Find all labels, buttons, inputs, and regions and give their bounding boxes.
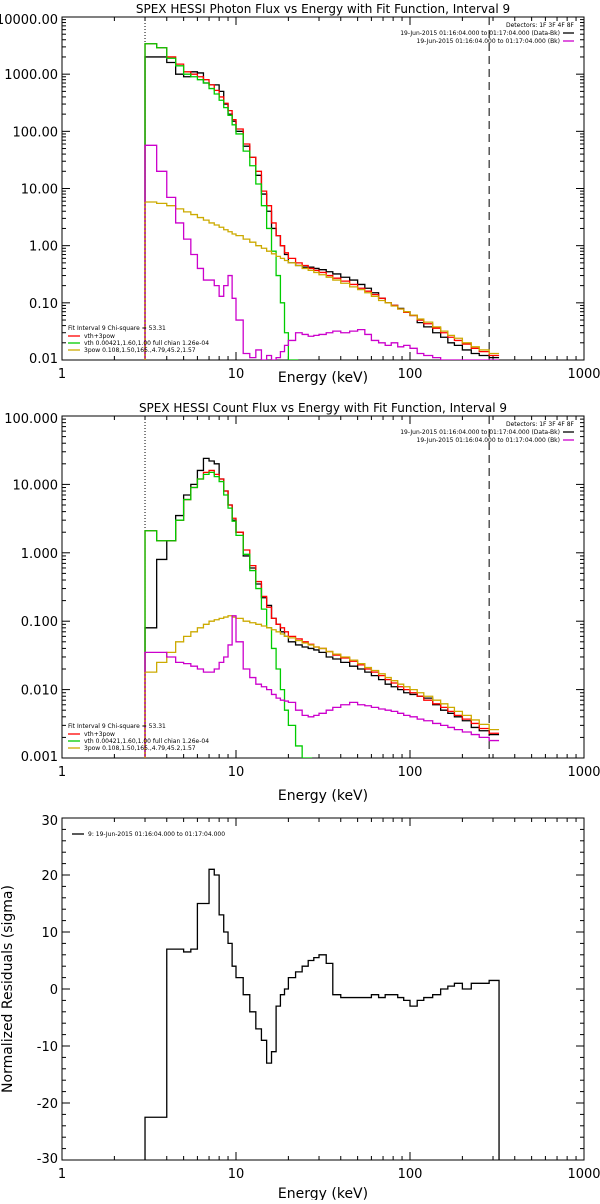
plot-frame	[61, 415, 585, 759]
y-tick-label: 10.000	[13, 478, 59, 493]
series-vth-3pow	[144, 469, 500, 758]
y-tick-label: 20	[41, 869, 58, 884]
chart-title: SPEX HESSI Photon Flux vs Energy with Fi…	[136, 2, 510, 16]
legend-entry: vth+3pow	[84, 333, 115, 340]
x-axis-label: Energy (keV)	[278, 370, 368, 386]
y-tick-label: -20	[37, 1097, 58, 1112]
legend-entry: vth+3pow	[84, 731, 115, 738]
y-tick-label: 10	[41, 926, 58, 941]
y-tick-label: 10000.00	[0, 13, 58, 28]
y-tick-label: -30	[37, 1152, 58, 1167]
y-tick-label: -10	[37, 1040, 58, 1055]
chart-panel-2: SPEX HESSI Count Flux vs Energy with Fit…	[4, 401, 600, 804]
y-tick-label: 0.10	[29, 297, 58, 312]
series-vth	[144, 43, 299, 360]
x-axis-label: Energy (keV)	[278, 1186, 368, 1200]
y-tick-label: 0.01	[29, 352, 58, 367]
y-tick-label: 1000.00	[4, 68, 58, 83]
legend-detectors: Detectors: 1F 3F 4F 8F	[506, 421, 575, 428]
x-tick-label: 10	[228, 1167, 245, 1182]
chart-panel-1: SPEX HESSI Photon Flux vs Energy with Fi…	[0, 2, 600, 386]
y-tick-label: 0.001	[21, 750, 58, 765]
legend-fit-header: Fit Interval 9 Chi-square = 53.31	[68, 723, 166, 730]
legend-entry: 19-Jun-2015 01:16:04.000 to 01:17:04.000…	[400, 429, 560, 436]
x-tick-label: 10	[228, 765, 245, 780]
y-tick-label: 100.000	[4, 412, 58, 427]
y-tick-label: 10.00	[21, 183, 58, 198]
series-3pow	[144, 615, 500, 758]
y-tick-label: 0.100	[21, 615, 58, 630]
legend-entry: 19-Jun-2015 01:16:04.000 to 01:17:04.000…	[417, 38, 560, 45]
x-tick-label: 1000	[567, 765, 600, 780]
x-tick-label: 100	[398, 765, 423, 780]
legend-entry: 3pow 0.108,1.50,165.,4.79,45.2,1.57	[84, 745, 196, 752]
y-tick-label: 100.00	[13, 125, 59, 140]
legend-detectors: Detectors: 1F 3F 4F 8F	[506, 22, 575, 29]
series-bk	[144, 144, 500, 360]
legend-entry: 9: 19-Jun-2015 01:16:04.000 to 01:17:04.…	[88, 831, 225, 838]
series-data-bk	[144, 457, 500, 758]
plot-frame	[61, 817, 585, 1161]
series-9-19-jun-2015-01-16-04-000-to-01-17-04-000	[144, 868, 500, 1160]
y-tick-label: 30	[41, 814, 58, 829]
x-tick-label: 10	[228, 367, 245, 382]
x-tick-label: 1	[58, 367, 66, 382]
legend-entry: vth 0.00421,1.60,1.00 full chian 1.26e-0…	[84, 738, 209, 745]
y-tick-label: 0	[50, 983, 58, 998]
series-bk	[144, 615, 500, 758]
x-tick-label: 1000	[567, 367, 600, 382]
legend-entry: 3pow 0.108,1.50,165.,4.79,45.2,1.57	[84, 347, 196, 354]
x-axis-label: Energy (keV)	[278, 788, 368, 804]
series-data-bk	[144, 56, 500, 360]
series-3pow	[144, 201, 500, 360]
legend-fit-header: Fit Interval 9 Chi-square = 53.31	[68, 325, 166, 332]
chart-panel-3: 1 10 100 1000 Energy (keV) -30 -20 -10 0 10 20 30 No…	[0, 814, 600, 1202]
y-tick-label: 1.000	[21, 547, 58, 562]
series-vth	[144, 471, 313, 758]
y-axis-label: Normalized Residuals (sigma)	[0, 885, 16, 1093]
y-tick-label: 1.00	[29, 240, 58, 255]
series-vth-3pow	[144, 43, 500, 360]
x-tick-label: 100	[398, 1167, 423, 1182]
chart-title: SPEX HESSI Count Flux vs Energy with Fit…	[139, 401, 507, 415]
x-tick-label: 1	[58, 765, 66, 780]
y-tick-label: 0.010	[21, 684, 58, 699]
plot-frame	[61, 16, 585, 361]
legend-entry: vth 0.00421,1.60,1.00 full chian 1.26e-0…	[84, 340, 209, 347]
legend-entry: 19-Jun-2015 01:16:04.000 to 01:17:04.000…	[400, 30, 560, 37]
x-tick-label: 1000	[567, 1167, 600, 1182]
x-tick-label: 1	[58, 1167, 66, 1182]
legend-entry: 19-Jun-2015 01:16:04.000 to 01:17:04.000…	[417, 437, 560, 444]
x-tick-label: 100	[398, 367, 423, 382]
